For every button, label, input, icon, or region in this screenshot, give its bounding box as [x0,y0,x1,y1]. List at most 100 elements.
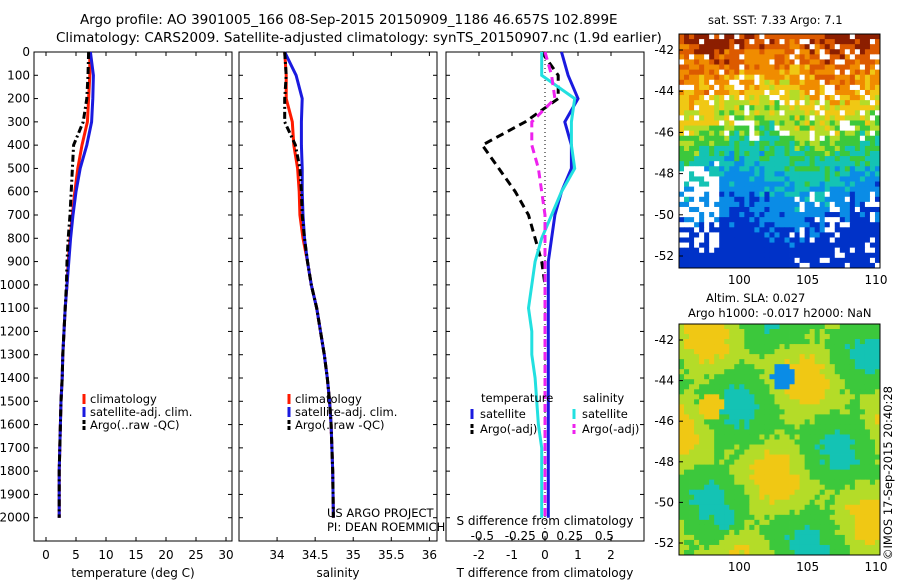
map-cell [759,489,765,496]
map-cell [834,534,841,541]
map-cell [819,196,826,203]
map-cell [764,156,770,162]
map-cell [779,329,785,335]
map-cell [844,379,851,385]
map-cell [859,394,866,400]
map-cell [869,156,876,162]
map-cell [724,89,730,96]
x-tick-label: 30 [218,548,233,562]
map-cell [809,44,816,50]
map-cell [749,404,755,410]
map-cell [759,429,765,435]
map-cell [694,434,700,440]
map-cell [809,514,816,521]
map-cell [784,509,790,516]
map-cell [779,84,785,91]
map-cell [864,105,871,111]
map-cell [764,44,770,50]
map-cell [679,359,685,365]
map-cell [824,69,831,76]
map-cell [814,79,821,86]
map-cell [834,44,841,50]
map-cell [779,469,785,476]
map-cell [724,354,730,360]
map-cell [814,69,821,76]
map-cell [824,364,831,370]
map-cell [789,186,795,193]
map-cell [704,339,710,345]
map-cell [859,39,866,45]
map-cell [679,514,685,521]
map-cell [834,394,841,400]
map-cell [814,201,821,208]
map-cell [854,145,861,152]
map-cell [869,519,876,526]
map-cell [874,444,881,450]
map-cell [744,206,750,213]
map-cell [844,349,851,355]
map-cell [754,429,760,435]
map-cell [739,39,745,45]
map-cell [679,232,685,238]
map-cell [824,469,831,476]
map-cell [699,529,705,536]
map-cell [759,171,765,177]
map-cell [714,529,720,536]
map-cell [689,344,695,350]
map-cell [874,449,881,455]
map-cell [869,227,876,233]
map-cell [734,344,740,350]
map-cell [779,414,785,420]
map-cell [809,549,816,556]
map-cell [864,344,871,350]
map-cell [734,242,740,249]
map-cell [684,237,690,243]
map-cell [849,544,856,551]
map-cell [819,529,826,536]
map-cell [839,95,846,101]
map-cell [719,252,725,259]
map-cell [779,95,785,101]
map-cell [814,344,821,350]
map-cell [794,484,801,491]
map-cell [804,544,811,551]
map-cell [739,529,745,536]
map-cell [819,484,826,491]
map-cell [704,135,710,142]
map-cell [864,161,871,167]
map-cell [684,394,690,400]
map-cell [734,334,740,340]
map-cell [844,409,851,415]
map-cell [694,369,700,375]
map-cell [789,404,795,410]
map-cell [769,544,775,551]
map-cell [849,212,856,218]
map-cell [839,156,846,162]
map-cell [744,64,750,71]
map-cell [724,79,730,86]
map-cell [694,44,700,50]
map-cell [854,549,861,556]
map-cell [769,237,775,243]
map-cell [869,324,876,330]
map-cell [834,222,841,228]
map-cell [719,439,725,445]
map-cell [844,49,851,55]
map-cell [764,384,770,390]
map-cell [869,504,876,511]
map-cell [824,95,831,101]
map-cell [689,419,695,425]
map-cell [849,120,856,126]
map-cell [699,339,705,345]
map-cell [789,419,795,425]
map-cell [824,324,831,330]
map-cell [804,469,811,476]
map-cell [679,344,685,350]
map-cell [694,354,700,360]
map-cell [729,509,735,516]
map-cell [749,334,755,340]
map-cell [809,176,816,182]
map-cell [744,39,750,45]
map-cell [759,374,765,380]
map-cell [784,429,790,435]
